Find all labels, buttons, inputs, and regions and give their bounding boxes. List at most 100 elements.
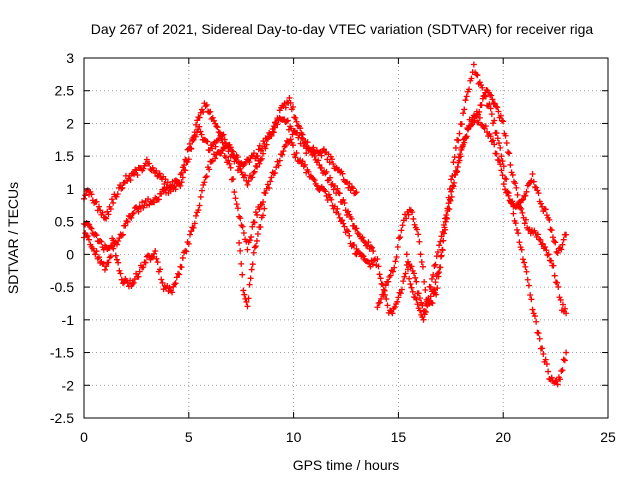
data-point (497, 112, 504, 119)
data-point (245, 178, 252, 185)
data-point (434, 249, 441, 256)
data-point (419, 302, 426, 309)
data-point (420, 316, 427, 323)
data-point (478, 82, 485, 89)
data-point (246, 281, 253, 288)
data-point (326, 159, 333, 166)
x-tick-label: 5 (185, 429, 193, 445)
data-point (178, 179, 185, 186)
data-point (482, 123, 489, 130)
data-point (210, 117, 217, 124)
data-point (523, 268, 530, 275)
series-track-d (236, 205, 268, 310)
data-point (212, 120, 219, 127)
y-tick-label: 2.5 (55, 83, 75, 99)
data-point (545, 368, 552, 375)
data-point (516, 239, 523, 246)
data-point (466, 86, 473, 93)
data-point (264, 135, 271, 142)
data-point (262, 145, 269, 152)
data-point (493, 150, 500, 157)
data-point (369, 244, 376, 251)
data-point (554, 279, 561, 286)
data-point (202, 174, 209, 181)
data-point (410, 215, 417, 222)
data-point (502, 132, 509, 139)
data-point (122, 222, 129, 229)
data-point (458, 144, 465, 151)
data-point (468, 118, 475, 125)
data-point (555, 283, 562, 290)
data-point (233, 201, 240, 208)
data-point (496, 157, 503, 164)
data-point (301, 139, 308, 146)
data-point (88, 225, 95, 232)
data-point (486, 101, 493, 108)
data-point (232, 195, 239, 202)
data-point (403, 215, 410, 222)
data-point (215, 128, 222, 135)
data-point (204, 138, 211, 145)
data-point (438, 233, 445, 240)
data-point (110, 237, 117, 244)
data-point (203, 173, 210, 180)
data-point (149, 164, 156, 171)
data-point (111, 240, 118, 247)
data-point (140, 165, 147, 172)
data-point (269, 126, 276, 133)
data-point (118, 185, 125, 192)
data-point (237, 165, 244, 172)
data-point (536, 335, 543, 342)
data-point (287, 136, 294, 143)
data-point (443, 212, 450, 219)
data-point (446, 196, 453, 203)
data-point (330, 161, 337, 168)
data-point (504, 149, 511, 156)
data-point (560, 236, 567, 243)
data-point (493, 103, 500, 110)
data-point (266, 184, 273, 191)
data-point (491, 141, 498, 148)
data-point (467, 123, 474, 130)
data-point (316, 161, 323, 168)
data-point (376, 299, 383, 306)
data-point (178, 264, 185, 271)
data-point (158, 276, 165, 283)
data-point (425, 295, 432, 302)
data-point (549, 234, 556, 241)
data-point (414, 301, 421, 308)
data-point (457, 153, 464, 160)
data-point (157, 266, 164, 273)
data-point (162, 176, 169, 183)
data-point (391, 264, 398, 271)
data-point (504, 188, 511, 195)
data-point (98, 238, 105, 245)
data-point (188, 146, 195, 153)
data-point (276, 157, 283, 164)
data-point (546, 216, 553, 223)
data-point (343, 227, 350, 234)
data-point (299, 131, 306, 138)
data-point (448, 188, 455, 195)
data-point (93, 232, 100, 239)
data-point (227, 164, 234, 171)
data-point (293, 150, 300, 157)
data-point (539, 240, 546, 247)
data-point (345, 228, 352, 235)
data-point (237, 215, 244, 222)
data-point (136, 268, 143, 275)
series-track-e (353, 61, 570, 388)
data-point (434, 285, 441, 292)
grid (84, 58, 608, 418)
data-point (468, 75, 475, 82)
data-point (370, 257, 377, 264)
data-point (339, 217, 346, 224)
data-point (130, 279, 137, 286)
data-point (116, 267, 123, 274)
data-point (114, 191, 121, 198)
data-point (563, 231, 570, 238)
data-point (542, 356, 549, 363)
data-point (543, 212, 550, 219)
data-point (318, 152, 325, 159)
data-point (530, 178, 537, 185)
